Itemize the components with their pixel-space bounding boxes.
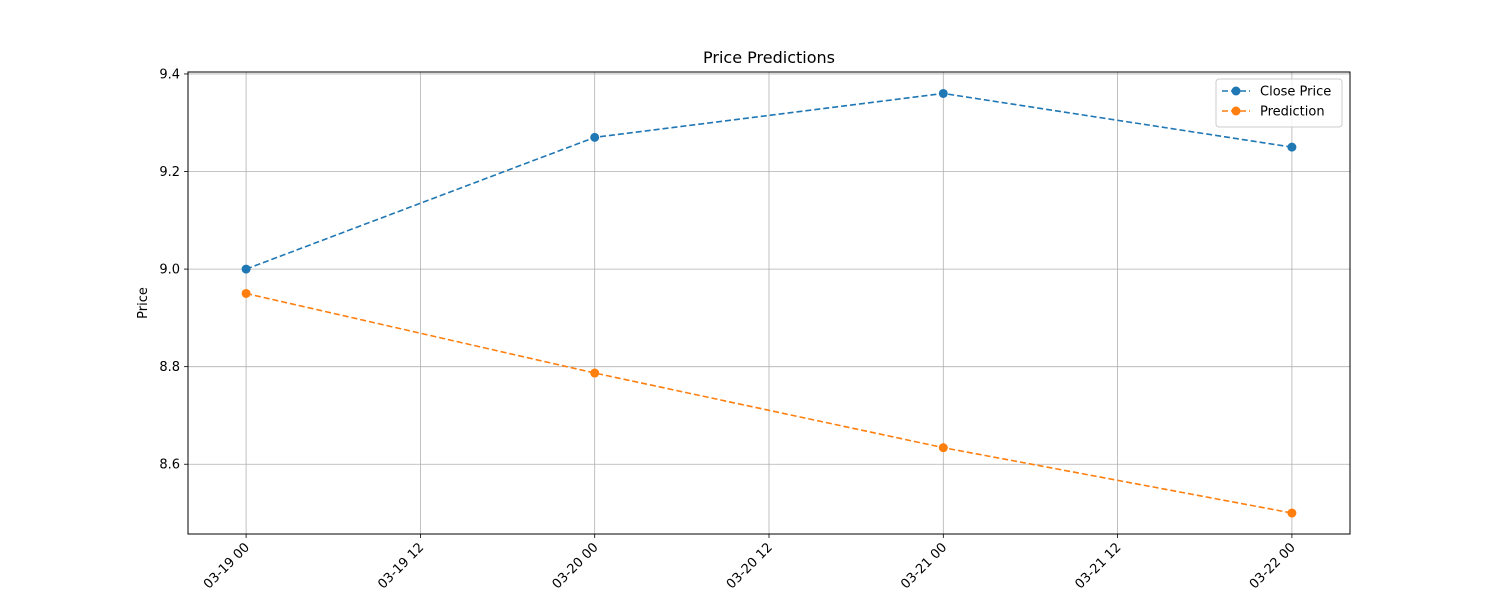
y-axis-label: Price xyxy=(136,287,151,319)
data-point xyxy=(241,264,251,274)
data-point xyxy=(590,368,600,378)
data-point xyxy=(1287,508,1297,518)
series-line xyxy=(245,92,1293,270)
legend-marker xyxy=(1231,86,1241,96)
data-point xyxy=(590,132,600,142)
x-tick-label: 03-19 00 xyxy=(201,540,253,592)
x-axis: 03-19 00 03-19 12 03-20 00 03-20 12 03-21 00… xyxy=(201,534,1299,592)
legend-item: Prediction xyxy=(1222,105,1325,120)
legend-label: Close Price xyxy=(1260,85,1331,100)
data-point xyxy=(241,288,251,298)
series-line xyxy=(245,292,1293,514)
y-tick-label: 9.2 xyxy=(159,165,180,180)
chart-title: Price Predictions xyxy=(703,48,835,67)
data-point xyxy=(938,88,948,98)
legend-item: Close Price xyxy=(1222,85,1331,100)
legend-marker xyxy=(1231,106,1241,116)
legend: Close Price Prediction xyxy=(1215,78,1343,128)
y-axis: 8.6 8.8 9.0 9.2 9.4 xyxy=(159,67,188,473)
legend-label: Prediction xyxy=(1260,105,1325,120)
x-tick-label: 03-20 12 xyxy=(724,540,776,592)
x-tick-label: 03-19 12 xyxy=(375,540,427,592)
grid xyxy=(188,72,1350,534)
series-layer xyxy=(241,88,1297,518)
y-tick-label: 8.6 xyxy=(159,458,180,473)
x-tick-label: 03-21 00 xyxy=(898,540,950,592)
x-tick-label: 03-21 12 xyxy=(1072,540,1124,592)
series-0 xyxy=(241,88,1297,274)
data-point xyxy=(938,443,948,453)
legend-box xyxy=(1215,78,1343,128)
series-1 xyxy=(241,288,1297,518)
data-point xyxy=(1287,142,1297,152)
x-tick-label: 03-22 00 xyxy=(1247,540,1299,592)
y-tick-label: 9.4 xyxy=(159,67,180,82)
y-tick-label: 8.8 xyxy=(159,360,180,375)
y-tick-label: 9.0 xyxy=(159,263,180,278)
x-tick-label: 03-20 00 xyxy=(550,540,602,592)
